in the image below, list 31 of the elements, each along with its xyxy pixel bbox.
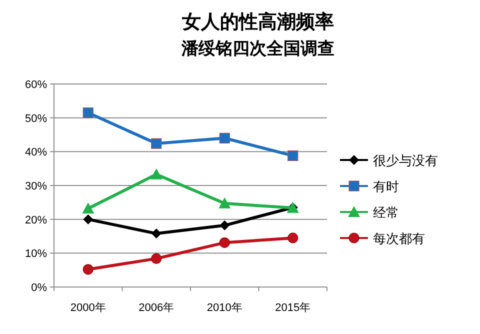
y-tick-label: 40%: [24, 146, 48, 159]
y-tick-label: 10%: [24, 248, 48, 260]
point: [82, 264, 94, 275]
chart-subtitle: 潘绥铭四次全国调查: [180, 39, 334, 58]
x-tick-label: 2006年: [138, 302, 174, 314]
y-tick-label: 20%: [24, 214, 48, 226]
x-tick-label: 2000年: [70, 302, 106, 314]
point: [219, 132, 230, 144]
point: [151, 138, 162, 149]
y-tick-label: 50%: [24, 112, 48, 125]
chart-title: 女人的性高潮频率: [181, 11, 334, 33]
legend-label: 很少与没有: [373, 153, 438, 168]
legend-label: 每次都有: [373, 231, 425, 246]
point: [288, 150, 298, 162]
y-tick-label: 0%: [31, 282, 48, 294]
point: [288, 232, 298, 244]
point: [83, 214, 94, 224]
y-tick-label: 60%: [24, 79, 48, 91]
point: [151, 228, 162, 239]
legend-label: 有时: [373, 179, 399, 194]
x-tick-label: 2010年: [206, 302, 242, 314]
point: [82, 202, 94, 214]
point: [218, 197, 231, 208]
point: [220, 220, 230, 230]
legend-label: 经常: [373, 205, 399, 220]
point: [150, 168, 162, 180]
y-tick-label: 30%: [24, 180, 48, 192]
x-tick-label: 2015年: [275, 302, 311, 314]
point: [82, 107, 94, 118]
point: [219, 237, 230, 248]
point: [151, 253, 162, 264]
